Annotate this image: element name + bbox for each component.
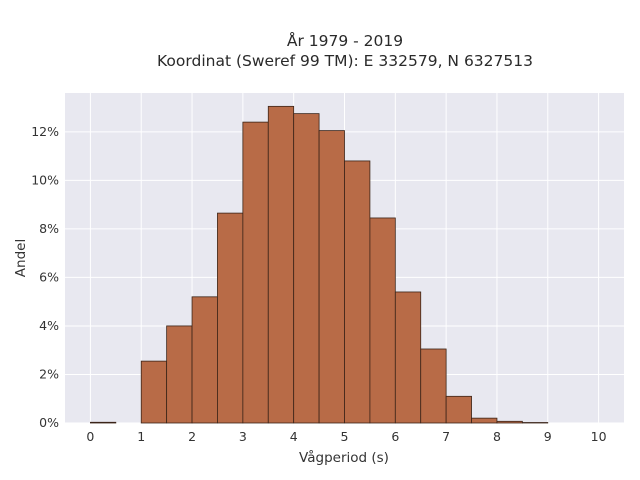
chart-title-line-2: Koordinat (Sweref 99 TM): E 332579, N 63… (157, 52, 533, 70)
x-tick-label: 5 (341, 429, 349, 444)
y-tick-label: 12% (31, 124, 59, 139)
histogram-bars (90, 105, 549, 424)
histogram-bar (394, 291, 422, 424)
histogram-bar (344, 160, 371, 424)
y-tick-label: 2% (39, 366, 59, 381)
y-tick-label: 4% (39, 318, 59, 333)
histogram-bar (242, 121, 269, 424)
histogram-bar (471, 417, 498, 424)
x-tick-label: 8 (493, 429, 501, 444)
y-tick-label: 10% (31, 172, 59, 187)
histogram-bar (90, 421, 117, 424)
y-tick-labels: 0% 2% 4% 6% 8% 10% 12% (31, 124, 59, 430)
histogram-bar (369, 217, 396, 424)
y-axis-label: Andel (13, 239, 29, 277)
y-tick-label: 6% (39, 269, 59, 284)
x-tick-label: 6 (391, 429, 399, 444)
histogram-bar (445, 395, 472, 424)
x-tick-label: 1 (137, 429, 145, 444)
x-tick-label: 2 (188, 429, 196, 444)
x-tick-label: 10 (591, 429, 607, 444)
histogram-bar (217, 212, 244, 424)
x-tick-label: 0 (86, 429, 94, 444)
histogram-bar (166, 325, 193, 424)
x-axis-label: Vågperiod (s) (299, 449, 389, 466)
x-tick-label: 7 (442, 429, 450, 444)
x-tick-label: 4 (290, 429, 298, 444)
x-gridlines (89, 93, 600, 423)
histogram-bar (293, 113, 320, 424)
chart-title-line-1: År 1979 - 2019 (287, 31, 403, 50)
y-tick-label: 8% (39, 221, 59, 236)
histogram-bar (140, 360, 168, 424)
x-tick-labels: 0 1 2 3 4 5 6 7 8 9 10 (86, 429, 606, 444)
x-tick-label: 9 (544, 429, 552, 444)
histogram-bar (191, 296, 218, 424)
histogram-bar (267, 105, 295, 424)
histogram-bar (420, 348, 447, 424)
histogram-bar (496, 420, 523, 424)
x-tick-label: 3 (239, 429, 247, 444)
histogram-bar (318, 130, 345, 424)
y-tick-label: 0% (39, 415, 59, 430)
